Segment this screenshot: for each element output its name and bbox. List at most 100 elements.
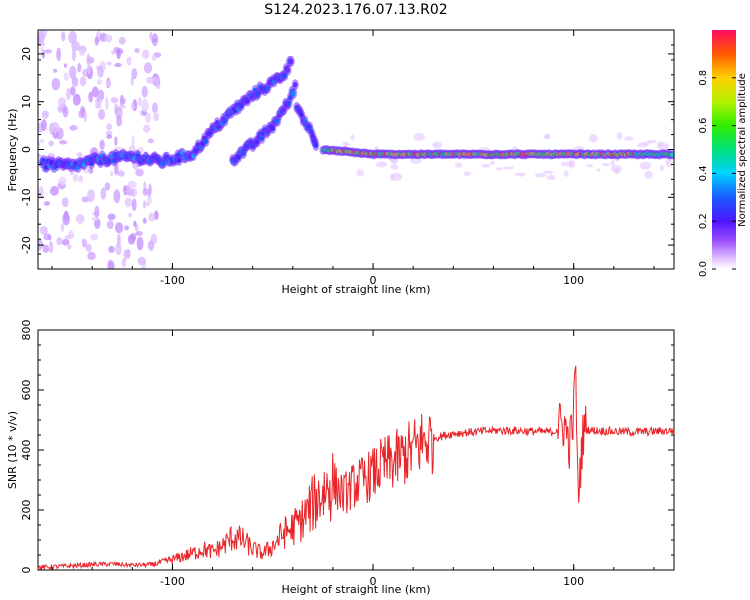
spectrogram-noise-cell xyxy=(61,238,70,246)
spectrogram-x-tick-label: -100 xyxy=(160,274,185,287)
spectrogram-noise-cell xyxy=(105,130,113,136)
spectrogram-noise-cell xyxy=(44,201,51,206)
spectrogram-noise-cell xyxy=(610,159,615,166)
spectrogram-noise-cell xyxy=(63,72,69,81)
spectrogram-noise-cell xyxy=(106,123,113,131)
spectrogram-y-tick-label: -10 xyxy=(20,188,33,206)
spectrogram-noise-cell xyxy=(135,231,143,237)
spectrogram-noise-cell xyxy=(40,139,44,144)
colorbar-tick-label: 0.2 xyxy=(698,213,709,229)
snr-y-tick-label: 600 xyxy=(20,380,33,401)
spectrogram-core-cell xyxy=(291,90,296,97)
colorbar: 0.0 0.2 0.4 0.6 0.8 Normalized spectral ampl… xyxy=(698,30,748,277)
spectrogram-noise-cell xyxy=(141,49,150,59)
spectrogram-noise-cell xyxy=(463,171,471,176)
snr-x-tick-label: -100 xyxy=(160,575,185,588)
spectrogram-noise-cell xyxy=(41,119,47,132)
spectrogram-noise-cell xyxy=(88,91,94,103)
spectrogram-noise-cell xyxy=(107,213,116,221)
spectrogram-noise-cell xyxy=(646,139,657,144)
spectrogram-noise-cell xyxy=(44,49,53,54)
spectrogram-noise-cell xyxy=(108,246,115,253)
spectrogram-noise-cell xyxy=(104,182,111,191)
spectrogram-noise-cell xyxy=(659,165,665,172)
spectrogram-noise-cell xyxy=(67,244,72,250)
spectrogram-noise-cell xyxy=(79,49,86,57)
spectrogram-noise-cell xyxy=(376,161,388,168)
spectrogram-noise-cell xyxy=(155,83,161,90)
spectrogram-noise-cell xyxy=(128,212,133,218)
spectrogram-noise-cell xyxy=(138,96,142,107)
spectrogram-noise-cell xyxy=(106,61,112,66)
spectrogram-noise-cell xyxy=(151,54,157,61)
spectrogram-y-tick-label: 10 xyxy=(20,95,33,109)
spectrogram-noise-cell xyxy=(87,61,91,75)
spectrogram-noise-cell xyxy=(141,85,148,98)
spectrogram-noise-cell xyxy=(560,161,566,167)
spectrogram-noise-cell xyxy=(41,110,49,119)
spectrogram-noise-cell xyxy=(38,153,42,158)
spectrogram-noise-cell xyxy=(60,222,65,232)
snr-y-tick-label: 200 xyxy=(20,500,33,521)
spectrogram-noise-cell xyxy=(63,210,69,221)
spectrogram-noise-cell xyxy=(50,121,60,134)
snr-x-label: Height of straight line (km) xyxy=(281,583,430,596)
spectrogram-noise-cell xyxy=(70,86,76,96)
spectrogram-noise-cell xyxy=(131,67,138,80)
colorbar-ticks: 0.0 0.2 0.4 0.6 0.8 xyxy=(698,70,736,277)
spectrogram-noise-cell xyxy=(116,115,123,127)
spectrogram-core-cell xyxy=(293,82,298,88)
spectrogram-noise-cell xyxy=(68,65,77,80)
spectrogram-noise-cell xyxy=(91,86,99,98)
spectrogram-noise-cell xyxy=(96,94,100,102)
spectrogram-noise-cell xyxy=(143,124,151,133)
spectrogram-noise-cell xyxy=(350,134,355,141)
spectrogram-noise-cell xyxy=(356,169,364,177)
spectrogram-x-label: Height of straight line (km) xyxy=(281,283,430,296)
spectrogram-noise-cell xyxy=(147,138,154,144)
spectrogram-noise-cell xyxy=(127,234,136,245)
spectrogram-noise-cell xyxy=(58,140,68,145)
spectrogram-noise-cell xyxy=(135,168,144,177)
spectrogram-noise-cell xyxy=(79,76,87,87)
spectrogram-noise-cell xyxy=(413,133,425,141)
spectrogram-noise-cell xyxy=(81,238,87,248)
colorbar-tick-label: 0.8 xyxy=(698,70,709,86)
spectrogram-noise-cell xyxy=(639,161,651,170)
spectrogram-y-label: Frequency (Hz) xyxy=(6,109,19,192)
spectrogram-core-cell xyxy=(288,58,294,64)
spectrogram-noise-cell xyxy=(110,170,114,177)
spectrogram-core-cell xyxy=(270,125,275,131)
spectrogram-noise-cell xyxy=(147,240,155,251)
snr-series-line xyxy=(37,365,675,571)
spectrogram-noise-cell xyxy=(69,125,78,131)
spectrogram-noise-cell xyxy=(601,163,611,167)
spectrogram-noise-cell xyxy=(94,218,101,229)
colorbar-gradient xyxy=(712,30,736,269)
spectrogram-noise-cell xyxy=(657,142,670,151)
spectrogram-noise-cell xyxy=(145,112,151,124)
spectrogram-noise-cell xyxy=(78,175,84,183)
spectrogram-noise-cell xyxy=(83,110,88,123)
spectrogram-noise-cell xyxy=(71,47,77,62)
colorbar-tick-label: 0.6 xyxy=(698,118,709,134)
spectrogram-noise-cell xyxy=(106,134,113,139)
spectrogram-noise-cell xyxy=(126,56,132,66)
snr-panel: -100 0 100 0 200 400 600 800 Height of straight… xyxy=(6,320,675,596)
spectrogram-noise-cell xyxy=(68,30,77,44)
spectrogram-noise-cell xyxy=(624,136,634,141)
spectrogram-noise-cell xyxy=(115,106,123,120)
spectrogram-noise-cell xyxy=(120,104,126,109)
spectrogram-noise-cell xyxy=(63,63,68,68)
spectrogram-cells xyxy=(38,30,674,269)
spectrogram-noise-cell xyxy=(644,170,653,180)
spectrogram-noise-cell xyxy=(142,188,149,196)
spectrogram-noise-cell xyxy=(543,134,550,139)
spectrogram-noise-cell xyxy=(99,139,105,151)
spectrogram-noise-cell xyxy=(106,220,114,230)
spectrogram-noise-cell xyxy=(431,143,438,147)
spectrogram-noise-cell xyxy=(665,157,672,167)
spectrogram-noise-cell xyxy=(42,244,50,253)
